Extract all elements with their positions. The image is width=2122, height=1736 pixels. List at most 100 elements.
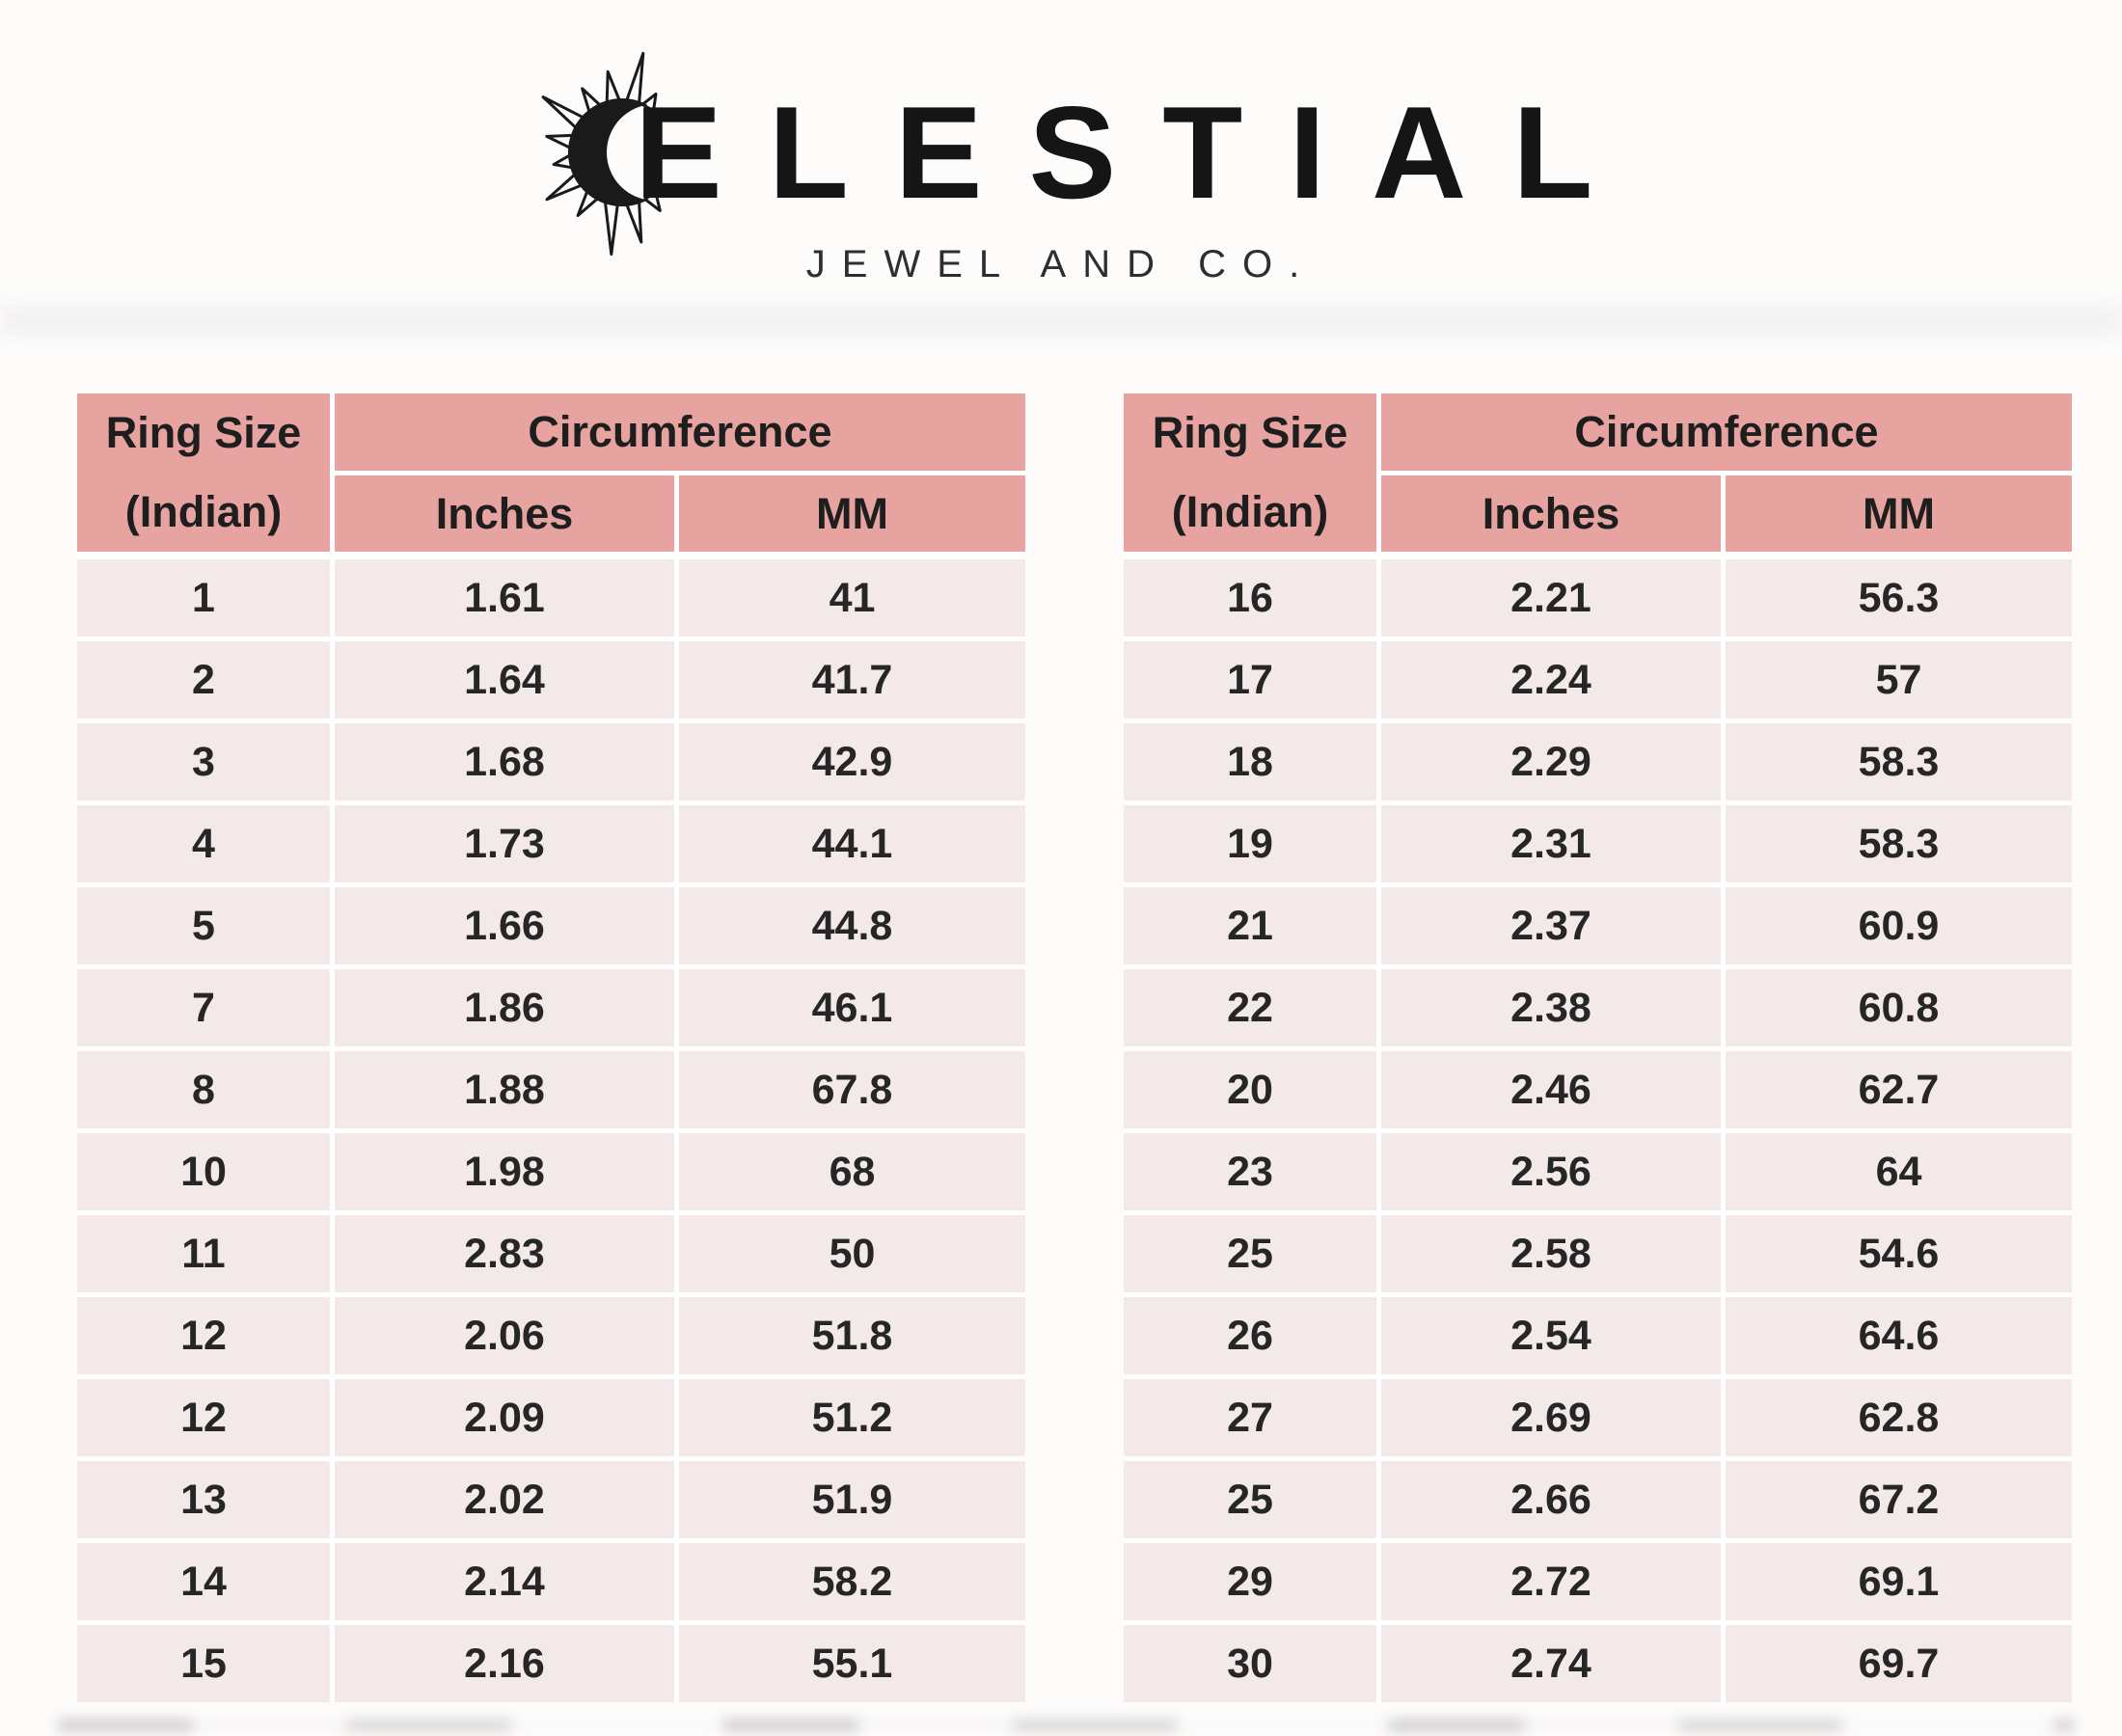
table-row: 13 2.02 51.9 <box>77 1461 1025 1538</box>
table-header: Ring Size (Indian) Circumference Inches … <box>77 393 1025 552</box>
table-cell: 67.8 <box>679 1051 1025 1128</box>
table-cell: 1.66 <box>335 887 674 964</box>
table-cell: 1.61 <box>335 559 674 637</box>
bottom-scan-artifact <box>58 1720 2074 1731</box>
table-cell: 2.02 <box>335 1461 674 1538</box>
table-row: 18 2.29 58.3 <box>1124 723 2072 800</box>
background-band <box>0 305 2122 336</box>
table-cell: 68 <box>679 1133 1025 1210</box>
table-cell: 64 <box>1726 1133 2072 1210</box>
table-cell: 2.72 <box>1381 1543 1721 1620</box>
table-row: 26 2.54 64.6 <box>1124 1297 2072 1374</box>
table-cell: 60.9 <box>1726 887 2072 964</box>
header-ring-size-line2: (Indian) <box>124 487 283 536</box>
table-cell: 18 <box>1124 723 1376 800</box>
table-cell: 42.9 <box>679 723 1025 800</box>
header-circumference-group: Circumference Inches MM <box>1381 393 2072 552</box>
table-cell: 58.3 <box>1726 723 2072 800</box>
table-cell: 1.68 <box>335 723 674 800</box>
table-row: 15 2.16 55.1 <box>77 1625 1025 1702</box>
table-cell: 29 <box>1124 1543 1376 1620</box>
table-cell: 2.31 <box>1381 805 1721 882</box>
table-cell: 50 <box>679 1215 1025 1292</box>
table-row: 27 2.69 62.8 <box>1124 1379 2072 1456</box>
table-cell: 2.06 <box>335 1297 674 1374</box>
table-cell: 51.9 <box>679 1461 1025 1538</box>
table-cell: 2.29 <box>1381 723 1721 800</box>
table-row: 14 2.14 58.2 <box>77 1543 1025 1620</box>
table-cell: 57 <box>1726 641 2072 719</box>
table-row: 30 2.74 69.7 <box>1124 1625 2072 1702</box>
table-cell: 2.69 <box>1381 1379 1721 1456</box>
table-cell: 12 <box>77 1379 330 1456</box>
table-row: 10 1.98 68 <box>77 1133 1025 1210</box>
table-cell: 14 <box>77 1543 330 1620</box>
header-mm: MM <box>1726 475 2072 552</box>
table-row: 12 2.06 51.8 <box>77 1297 1025 1374</box>
table-cell: 11 <box>77 1215 330 1292</box>
table-cell: 25 <box>1124 1215 1376 1292</box>
table-cell: 69.7 <box>1726 1625 2072 1702</box>
header-inches: Inches <box>335 475 674 552</box>
table-cell: 30 <box>1124 1625 1376 1702</box>
table-cell: 15 <box>77 1625 330 1702</box>
table-row: 21 2.37 60.9 <box>1124 887 2072 964</box>
header-circumference-group: Circumference Inches MM <box>335 393 1025 552</box>
table-cell: 10 <box>77 1133 330 1210</box>
ring-size-table-left: Ring Size (Indian) Circumference Inches … <box>77 393 1025 1702</box>
table-row: 25 2.66 67.2 <box>1124 1461 2072 1538</box>
header-mm: MM <box>679 475 1025 552</box>
table-cell: 2.14 <box>335 1543 674 1620</box>
table-cell: 5 <box>77 887 330 964</box>
table-row: 3 1.68 42.9 <box>77 723 1025 800</box>
table-cell: 16 <box>1124 559 1376 637</box>
table-cell: 2.83 <box>335 1215 674 1292</box>
header-ring-size: Ring Size (Indian) <box>1124 393 1376 552</box>
table-row: 12 2.09 51.2 <box>77 1379 1025 1456</box>
table-row: 17 2.24 57 <box>1124 641 2072 719</box>
header-subrow: Inches MM <box>335 475 1025 552</box>
table-cell: 58.3 <box>1726 805 2072 882</box>
table-cell: 2.16 <box>335 1625 674 1702</box>
header-ring-size-line1: Ring Size <box>1152 408 1348 457</box>
table-row: 23 2.56 64 <box>1124 1133 2072 1210</box>
table-cell: 1.64 <box>335 641 674 719</box>
table-cell: 41.7 <box>679 641 1025 719</box>
table-row: 1 1.61 41 <box>77 559 1025 637</box>
table-cell: 27 <box>1124 1379 1376 1456</box>
brand-tagline: JEWEL AND CO. <box>805 243 1317 285</box>
table-row: 16 2.21 56.3 <box>1124 559 2072 637</box>
table-cell: 12 <box>77 1297 330 1374</box>
header-ring-size-line2: (Indian) <box>1171 487 1329 536</box>
table-row: 7 1.86 46.1 <box>77 969 1025 1046</box>
table-cell: 13 <box>77 1461 330 1538</box>
table-row: 29 2.72 69.1 <box>1124 1543 2072 1620</box>
table-cell: 26 <box>1124 1297 1376 1374</box>
table-cell: 2.37 <box>1381 887 1721 964</box>
table-cell: 41 <box>679 559 1025 637</box>
header-circumference: Circumference <box>335 393 1025 471</box>
table-cell: 1.73 <box>335 805 674 882</box>
table-cell: 62.7 <box>1726 1051 2072 1128</box>
table-cell: 8 <box>77 1051 330 1128</box>
header-inches: Inches <box>1381 475 1721 552</box>
sun-crescent-icon <box>541 51 662 257</box>
table-cell: 54.6 <box>1726 1215 2072 1292</box>
table-row: 22 2.38 60.8 <box>1124 969 2072 1046</box>
table-cell: 46.1 <box>679 969 1025 1046</box>
table-row: 19 2.31 58.3 <box>1124 805 2072 882</box>
table-row: 4 1.73 44.1 <box>77 805 1025 882</box>
table-cell: 23 <box>1124 1133 1376 1210</box>
table-cell: 17 <box>1124 641 1376 719</box>
table-cell: 1.98 <box>335 1133 674 1210</box>
table-row: 8 1.88 67.8 <box>77 1051 1025 1128</box>
table-cell: 19 <box>1124 805 1376 882</box>
header-ring-size-line1: Ring Size <box>105 408 302 457</box>
table-cell: 1.88 <box>335 1051 674 1128</box>
table-cell: 20 <box>1124 1051 1376 1128</box>
header-subrow: Inches MM <box>1381 475 2072 552</box>
table-cell: 51.8 <box>679 1297 1025 1374</box>
table-cell: 67.2 <box>1726 1461 2072 1538</box>
table-cell: 1 <box>77 559 330 637</box>
